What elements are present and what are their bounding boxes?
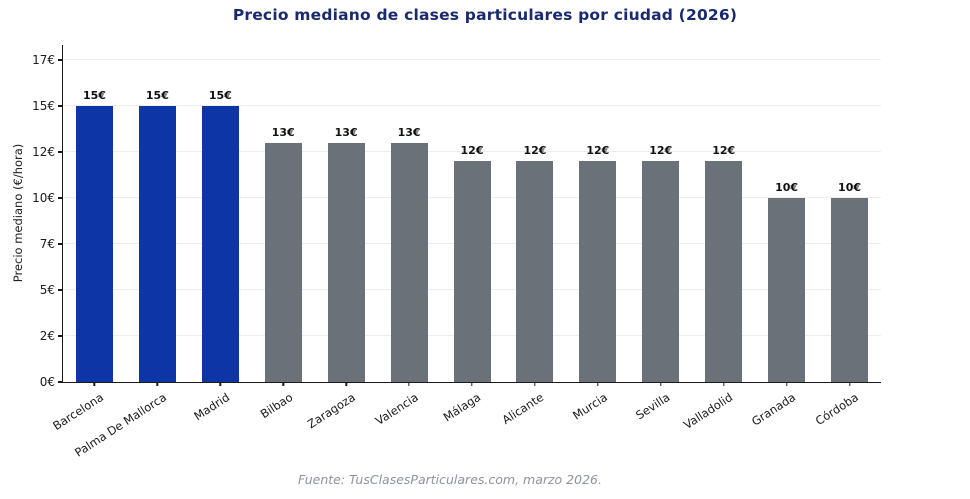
bar-zaragoza[interactable] <box>327 142 365 382</box>
x-tick-label: Valladolid <box>681 390 736 432</box>
y-axis-label: Precio mediano (€/hora) <box>11 143 25 283</box>
gridline <box>63 59 881 61</box>
source-caption: Fuente: TusClasesParticulares.com, marzo… <box>298 472 602 487</box>
x-tick-label: Murcia <box>569 390 610 423</box>
bar-valladolid[interactable] <box>705 161 743 382</box>
y-tick-label: 2€ <box>39 328 55 343</box>
y-tick-mark <box>58 335 62 337</box>
plot-area: 0€ 2€ 5€ 7€ 10€ 12€ 15€ 17€ 15€ Barcelona 15€ Palma… <box>32 45 881 460</box>
bar-córdoba[interactable] <box>831 198 869 382</box>
bar-value-label: 15€ <box>208 89 232 103</box>
y-tick-label: 7€ <box>39 236 55 251</box>
x-tick-label: Madrid <box>191 390 232 424</box>
y-tick-mark <box>58 59 62 61</box>
y-tick-mark <box>58 243 62 245</box>
x-tick-label: Bilbao <box>257 390 295 422</box>
y-tick-mark <box>58 289 62 291</box>
bar-value-label: 12€ <box>460 144 484 158</box>
bar-value-label: 12€ <box>523 144 547 158</box>
bar-value-label: 15€ <box>145 89 169 103</box>
x-tick-mark <box>282 382 284 386</box>
x-tick-mark <box>722 382 725 386</box>
gridline <box>63 105 881 107</box>
x-tick-mark <box>408 382 410 386</box>
y-tick-mark <box>58 151 62 153</box>
x-tick-label: Barcelona <box>50 390 107 433</box>
x-tick-label: Málaga <box>441 390 484 425</box>
x-tick-mark <box>660 382 662 386</box>
chart-title: Precio mediano de clases particulares po… <box>232 6 738 24</box>
x-tick-mark <box>597 382 599 386</box>
bar-granada[interactable] <box>768 198 806 382</box>
bar-málaga[interactable] <box>453 161 491 382</box>
bar-value-label: 12€ <box>649 144 673 158</box>
bar-palma-de-mallorca[interactable] <box>138 106 176 382</box>
x-tick-label: Valencia <box>372 390 421 428</box>
bar-value-label: 10€ <box>775 181 799 195</box>
x-tick-mark <box>345 382 347 386</box>
bar-value-label: 13€ <box>397 125 421 139</box>
bar-valencia[interactable] <box>390 142 428 382</box>
y-tick-mark <box>58 197 62 199</box>
y-tick-mark <box>58 105 62 107</box>
bar-value-label: 13€ <box>271 125 295 139</box>
bar-value-label: 10€ <box>838 181 862 195</box>
x-tick-label: Córdoba <box>813 390 862 429</box>
y-tick-label: 10€ <box>32 190 55 205</box>
x-tick-mark <box>219 382 221 386</box>
x-tick-label: Granada <box>749 390 799 429</box>
bar-sevilla[interactable] <box>642 161 680 382</box>
x-tick-mark <box>93 382 96 386</box>
y-tick-label: 17€ <box>32 52 55 67</box>
bar-madrid[interactable] <box>201 106 239 382</box>
x-tick-mark <box>471 382 473 386</box>
y-tick-label: 0€ <box>39 374 55 389</box>
bar-bilbao[interactable] <box>264 142 302 382</box>
y-tick-label: 15€ <box>32 98 55 113</box>
x-tick-label: Alicante <box>499 390 547 428</box>
x-tick-mark <box>785 382 788 386</box>
bar-value-label: 15€ <box>82 89 106 103</box>
y-tick-label: 12€ <box>32 144 55 159</box>
y-tick-mark <box>58 381 62 383</box>
x-tick-mark <box>534 382 536 386</box>
bar-value-label: 13€ <box>334 125 358 139</box>
x-tick-label: Zaragoza <box>304 390 358 432</box>
x-tick-mark <box>156 382 159 386</box>
bar-barcelona[interactable] <box>75 106 113 382</box>
bar-murcia[interactable] <box>579 161 617 382</box>
bar-value-label: 12€ <box>712 144 736 158</box>
y-tick-label: 5€ <box>39 282 55 297</box>
gridline <box>63 151 881 153</box>
x-tick-mark <box>848 382 851 386</box>
x-tick-label: Sevilla <box>633 390 673 423</box>
bar-value-label: 12€ <box>586 144 610 158</box>
bar-alicante[interactable] <box>516 161 554 382</box>
